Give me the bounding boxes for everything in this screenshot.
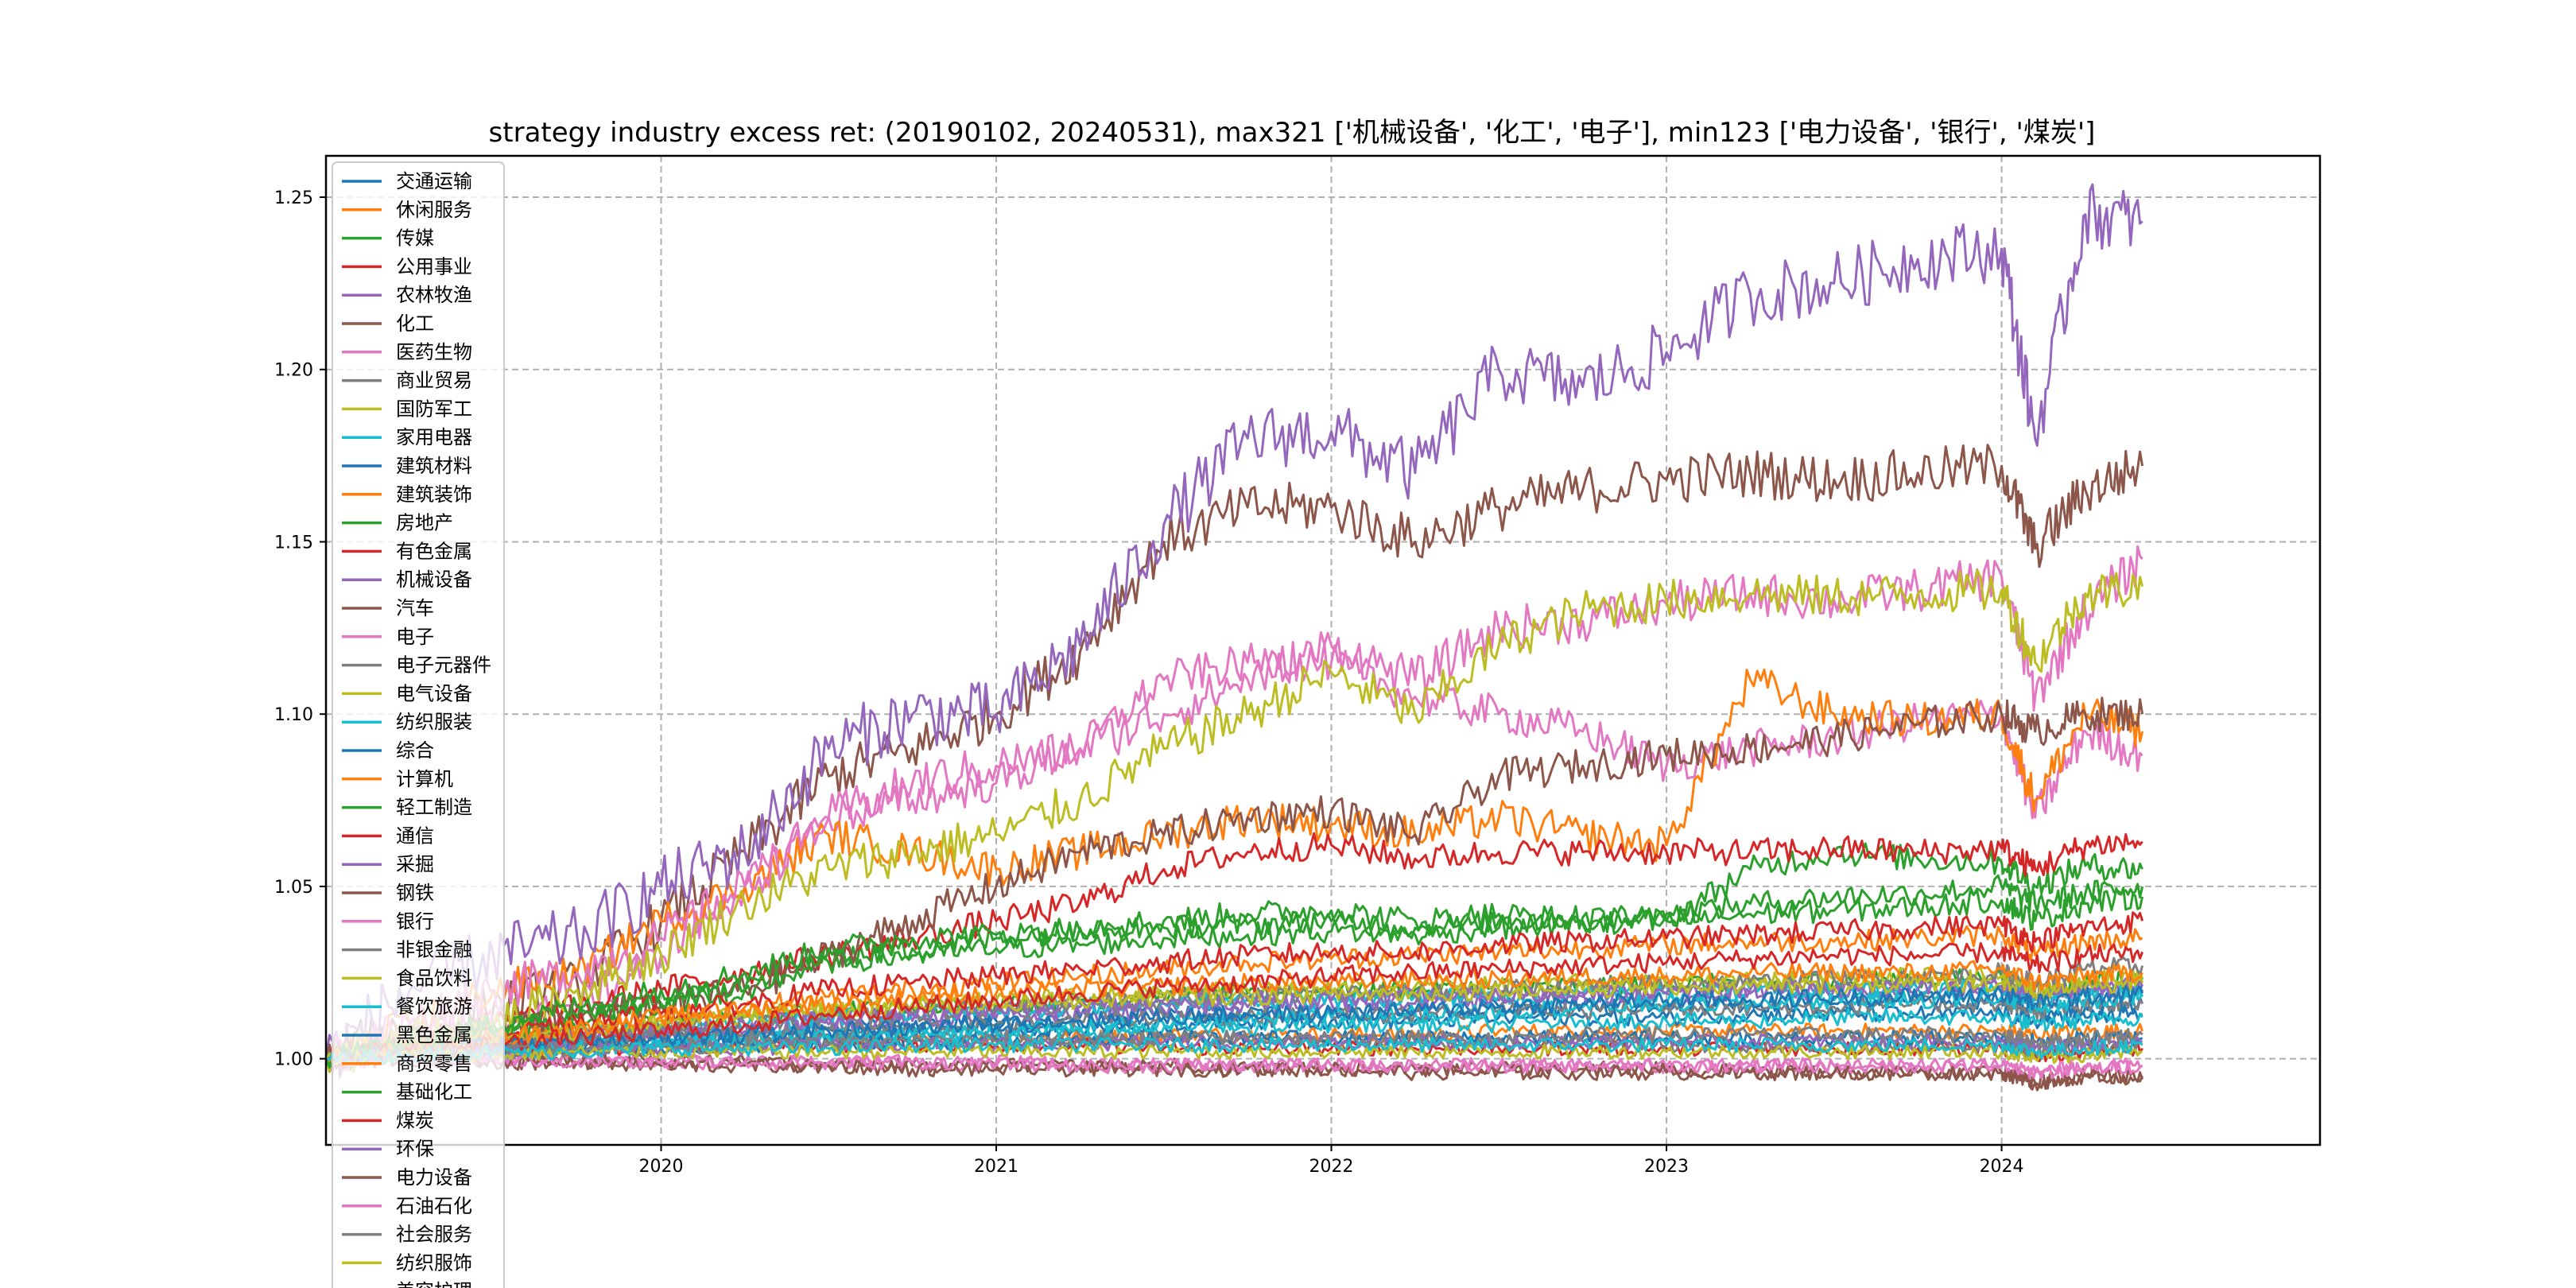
- legend-label: 休闲服务: [396, 199, 472, 221]
- grid-layer: [326, 156, 2320, 1145]
- series-line: [326, 1050, 2143, 1080]
- legend-label: 电气设备: [396, 682, 472, 704]
- y-tick-label: 1.00: [274, 1050, 313, 1070]
- legend-label: 社会服务: [396, 1224, 472, 1246]
- x-tick-label: 2021: [974, 1157, 1018, 1177]
- series-line: [326, 1029, 2143, 1066]
- series-line: [326, 942, 2144, 1069]
- y-tick-label: 1.15: [274, 533, 313, 553]
- series-line: [326, 696, 2144, 1072]
- legend-label: 基础化工: [396, 1081, 472, 1104]
- tick-layer: 1.00 1.05 1.10 1.15 1.20 1.25 2020 2021 2022 2023…: [274, 188, 2024, 1177]
- series-line: [326, 183, 2143, 1078]
- series-line: [326, 973, 2144, 1066]
- x-tick-label: 2024: [1980, 1157, 2024, 1177]
- legend-label: 餐饮旅游: [396, 995, 472, 1018]
- legend-label: 医药生物: [396, 341, 472, 363]
- x-tick-label: 2022: [1309, 1157, 1354, 1177]
- series-line: [326, 977, 2143, 1065]
- series-line: [326, 444, 2144, 1071]
- series-line: [326, 1036, 2143, 1066]
- x-tick-label: 2020: [639, 1157, 684, 1177]
- legend-label: 有色金属: [396, 540, 472, 562]
- legend-label: 非银金融: [396, 939, 472, 961]
- y-tick-label: 1.25: [274, 188, 313, 208]
- legend-label: 食品饮料: [396, 967, 472, 989]
- y-tick-label: 1.20: [274, 361, 313, 381]
- legend-label: 煤炭: [396, 1109, 434, 1131]
- legend-label: 纺织服饰: [396, 1251, 472, 1274]
- series-layer: [326, 183, 2144, 1092]
- legend-label: 美容护理: [396, 1280, 472, 1288]
- legend-label: 国防军工: [396, 398, 472, 420]
- legend-label: 建筑材料: [396, 455, 472, 477]
- legend-label: 综合: [396, 739, 434, 762]
- legend-label: 商业贸易: [396, 370, 472, 392]
- legend-label: 银行: [396, 910, 434, 933]
- legend-label: 计算机: [396, 768, 453, 790]
- legend-label: 环保: [396, 1138, 434, 1160]
- legend-label: 轻工制造: [396, 797, 472, 819]
- x-tick-label: 2023: [1644, 1157, 1689, 1177]
- series-line: [326, 1043, 2143, 1066]
- legend-label: 电力设备: [396, 1166, 472, 1189]
- legend-label: 传媒: [396, 227, 434, 250]
- legend-label: 纺织服装: [396, 711, 472, 733]
- legend-label: 化工: [396, 312, 434, 335]
- series-line: [326, 1026, 2143, 1067]
- legend-label: 石油石化: [396, 1195, 472, 1217]
- legend: 交通运输休闲服务传媒公用事业农林牧渔化工医药生物商业贸易国防军工家用电器建筑材料…: [332, 161, 505, 1288]
- series-line: [326, 994, 2143, 1065]
- legend-label: 房地产: [396, 512, 453, 534]
- series-line: [326, 568, 2144, 1073]
- legend-label: 机械设备: [396, 568, 472, 591]
- legend-label: 钢铁: [396, 882, 434, 904]
- legend-label: 建筑装饰: [396, 483, 472, 506]
- legend-label: 家用电器: [396, 426, 472, 448]
- legend-label: 公用事业: [396, 255, 472, 277]
- legend-label: 电子: [396, 626, 434, 648]
- series-line: [326, 874, 2144, 1069]
- legend-label: 采掘: [396, 853, 434, 875]
- legend-label: 农林牧渔: [396, 284, 472, 306]
- legend-label: 汽车: [396, 597, 434, 619]
- plot-frame: [324, 154, 2322, 1146]
- legend-label: 交通运输: [396, 170, 472, 192]
- chart-title: strategy industry excess ret: (20190102,…: [489, 117, 2096, 149]
- legend-label: 通信: [396, 824, 434, 847]
- series-line: [326, 960, 2143, 1067]
- legend-label: 电子元器件: [396, 654, 491, 677]
- series-line: [326, 668, 2144, 1062]
- legend-label: 商贸零售: [396, 1053, 472, 1075]
- series-line: [326, 886, 2144, 1069]
- y-tick-label: 1.10: [274, 705, 313, 725]
- legend-label: 黑色金属: [396, 1024, 472, 1046]
- series-line: [326, 984, 2144, 1065]
- y-tick-label: 1.05: [274, 878, 313, 898]
- series-line: [326, 545, 2143, 1073]
